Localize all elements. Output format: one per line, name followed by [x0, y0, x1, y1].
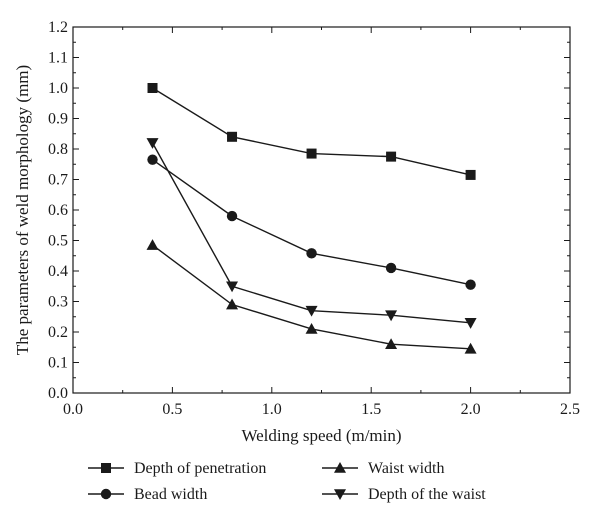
series-1: [147, 154, 476, 290]
y-tick-label: 0.8: [48, 141, 68, 158]
y-tick-label: 0.4: [48, 263, 68, 280]
legend-item: Bead width: [88, 486, 207, 503]
series-layer: [146, 83, 477, 354]
legend-label: Depth of penetration: [134, 460, 266, 477]
y-axis-title: The parameters of weld morphology (mm): [13, 65, 32, 355]
data-point: [227, 131, 238, 142]
y-tick-label: 0.3: [48, 294, 68, 311]
data-point: [146, 239, 159, 250]
y-tick-label: 0.7: [48, 172, 68, 189]
y-tick-label: 1.0: [48, 80, 68, 97]
series-0: [147, 83, 476, 180]
y-tick-label: 0.9: [48, 111, 68, 128]
x-tick-label: 2.5: [560, 401, 580, 418]
data-point: [305, 305, 318, 317]
y-axis-ticks: 0.0 0.1 0.2 0.3 0.4 0.5 0.6 0.7 0.8 0.9 1.0 1.1 1.2: [48, 19, 570, 402]
data-point: [226, 210, 238, 222]
data-point: [464, 342, 477, 354]
y-tick-label: 0.0: [48, 385, 68, 402]
y-tick-label: 1.1: [48, 50, 68, 67]
x-tick-label: 0.0: [63, 401, 83, 418]
data-point: [226, 298, 239, 310]
data-point: [306, 248, 317, 259]
data-point: [386, 151, 397, 162]
legend-marker: [334, 462, 346, 473]
y-tick-label: 0.6: [48, 202, 68, 219]
data-point: [385, 310, 398, 322]
series-line: [152, 159, 471, 286]
series-line: [152, 87, 471, 176]
data-point: [465, 169, 476, 180]
data-point: [226, 281, 239, 293]
legend-label: Depth of the waist: [368, 486, 486, 503]
plot-frame: [72, 26, 571, 394]
x-axis-title: Welding speed (m/min): [241, 426, 401, 445]
data-point: [147, 154, 158, 165]
x-tick-label: 2.0: [461, 401, 481, 418]
data-point: [385, 262, 397, 274]
x-tick-label: 0.5: [162, 401, 182, 418]
data-point: [305, 322, 318, 334]
data-point: [464, 318, 477, 329]
series-3: [146, 138, 477, 329]
legend-item: Depth of penetration: [88, 460, 266, 477]
x-axis-ticks: 0.0 0.5 1.0 1.5 2.0 2.5: [63, 27, 580, 418]
y-tick-label: 0.1: [48, 355, 68, 372]
legend-label: Waist width: [368, 460, 444, 477]
legend-marker: [334, 489, 346, 500]
legend-marker: [101, 463, 111, 473]
legend-label: Bead width: [134, 486, 207, 503]
y-tick-label: 0.5: [48, 233, 68, 250]
data-point: [306, 148, 317, 159]
data-point: [465, 279, 476, 290]
legend-marker: [100, 488, 112, 500]
x-tick-label: 1.5: [361, 401, 381, 418]
y-tick-label: 0.2: [48, 324, 68, 341]
data-point: [146, 138, 159, 149]
legend-item: Waist width: [322, 460, 444, 477]
data-point: [147, 83, 158, 93]
y-tick-label: 1.2: [48, 19, 68, 36]
series-2: [146, 239, 477, 354]
x-tick-label: 1.0: [262, 401, 282, 418]
legend: Depth of penetration Bead width Waist widt…: [88, 460, 486, 503]
legend-item: Depth of the waist: [322, 486, 486, 503]
data-point: [385, 338, 398, 349]
series-line: [151, 142, 471, 324]
plot-area: [72, 26, 571, 394]
